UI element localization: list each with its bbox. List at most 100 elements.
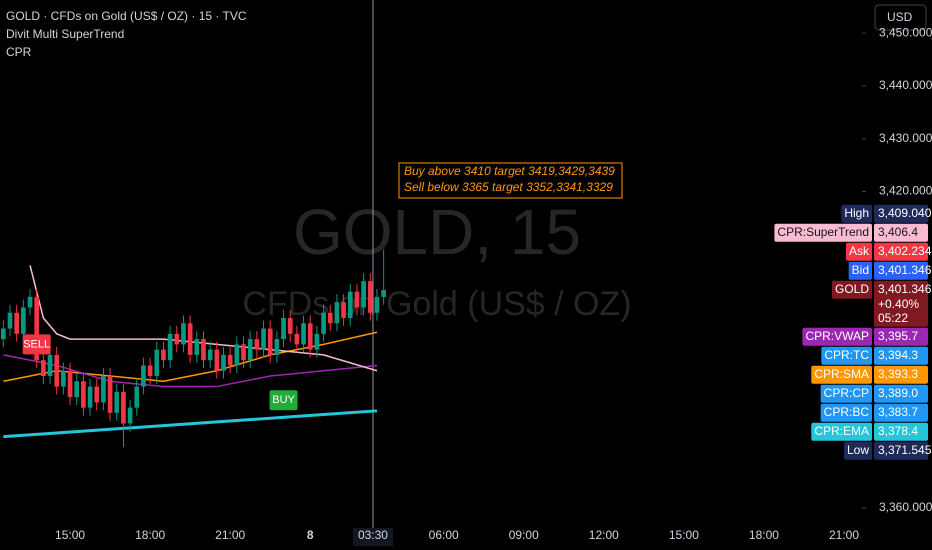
candle-body <box>161 349 166 361</box>
price-value: 3,371.545 <box>878 443 932 457</box>
plot-area: SELL BUY <box>1 0 386 530</box>
candle-body <box>101 376 106 403</box>
candle-body <box>307 323 313 350</box>
price-name-bg <box>811 365 872 384</box>
candle-body <box>107 376 113 413</box>
price-name-bg <box>841 204 872 223</box>
price-name: CPR:VWAP <box>805 329 869 343</box>
candle-body <box>247 339 253 361</box>
candle-body <box>354 291 360 308</box>
candle-body <box>261 328 266 350</box>
price-value: 3,383.7 <box>878 405 918 419</box>
price-name: CPR:SMA <box>814 367 869 381</box>
candle-body <box>54 354 60 387</box>
price-value-bg <box>874 403 928 422</box>
price-name-bg <box>845 242 872 261</box>
currency[interactable]: USD <box>887 10 913 24</box>
signal-badge <box>22 334 51 355</box>
x-tick-label: 18:00 <box>135 528 165 542</box>
y-tick-label: 3,440.000 <box>879 78 932 92</box>
price-name: Low <box>847 443 869 457</box>
price-name-bg <box>820 384 872 403</box>
candle-body <box>1 328 6 340</box>
candle-body <box>81 381 86 408</box>
candle-body <box>227 354 233 366</box>
candle-body <box>241 344 246 361</box>
candle-body <box>287 318 293 334</box>
x-tick-label: 8 <box>307 528 314 542</box>
candle-body <box>214 349 220 371</box>
x-tick-label: 18:00 <box>749 528 779 542</box>
price-value-bg <box>874 422 928 441</box>
candle-body <box>207 349 213 361</box>
price-value-bg <box>874 204 928 223</box>
x-tick-label: 15:00 <box>669 528 699 542</box>
candle-body <box>361 281 366 308</box>
price-name: CPR:TC <box>824 348 869 362</box>
candle-body <box>141 365 146 387</box>
candle-body <box>7 312 13 329</box>
price-value: 3,401.346 <box>878 263 932 277</box>
candle-body <box>127 407 133 424</box>
annotation: Buy above 3410 target 3419,3429,3439 <box>404 164 615 178</box>
price-name-bg <box>811 422 872 441</box>
price-value-bg <box>874 384 928 403</box>
watermark: GOLD, 15 <box>293 196 581 268</box>
watermark: CFDs on Gold (US$ / OZ) <box>242 285 631 323</box>
price-name-bg <box>821 346 872 365</box>
candle-body <box>281 318 286 340</box>
candle-body <box>221 354 226 371</box>
crosshair-label: 03:30 <box>358 528 388 542</box>
price-name: CPR:EMA <box>814 424 869 438</box>
y-tick-label: 3,360.000 <box>879 500 932 514</box>
price-value-bg <box>874 346 928 365</box>
price-value-bg <box>874 223 928 242</box>
candle-body <box>74 381 80 398</box>
candle-body <box>121 391 126 424</box>
price-value: 3,395.7 <box>878 329 918 343</box>
candle-body <box>234 344 240 366</box>
price-value: 3,393.3 <box>878 367 918 381</box>
candle-body <box>274 339 280 355</box>
price-value: 3,401.346 <box>878 282 932 296</box>
candle-body <box>61 370 66 387</box>
indicator-line <box>3 354 378 388</box>
crosshair-label-bg <box>352 528 393 546</box>
candle-body <box>341 302 346 318</box>
price-value-bg <box>874 280 928 327</box>
candle-body <box>134 386 140 408</box>
price-name-bg <box>774 223 872 242</box>
annotation-box <box>398 162 623 199</box>
candle-body <box>347 291 353 318</box>
price-value-bg <box>874 242 928 261</box>
price-value: 3,409.040 <box>878 206 932 220</box>
price-value: 3,402.234 <box>878 244 932 258</box>
candle-body <box>154 349 160 377</box>
signal-badge <box>269 390 298 411</box>
price-value: 3,406.4 <box>878 225 918 239</box>
price-name: CPR:SuperTrend <box>777 225 869 239</box>
y-tick-label: 3,420.000 <box>879 184 932 198</box>
candle-body <box>321 312 326 334</box>
candle-body <box>27 296 33 308</box>
candle-body <box>67 370 73 398</box>
candle-body <box>327 312 333 324</box>
price-name-bg <box>820 403 872 422</box>
candle-body <box>21 307 26 334</box>
currency-button[interactable] <box>874 4 927 31</box>
candle-body <box>174 333 180 345</box>
x-tick-label: 12:00 <box>589 528 619 542</box>
signal-label: SELL <box>23 338 50 350</box>
candle-body <box>87 386 93 408</box>
price-name-bg <box>848 261 872 280</box>
indicator-line <box>3 409 378 439</box>
price-name-bg <box>831 280 872 299</box>
candle-body <box>94 386 100 403</box>
price-countdown: 05:22 <box>878 311 908 325</box>
price-name-bg <box>843 441 872 460</box>
candle-body <box>294 333 300 345</box>
price-name: CPR:CP <box>824 386 869 400</box>
